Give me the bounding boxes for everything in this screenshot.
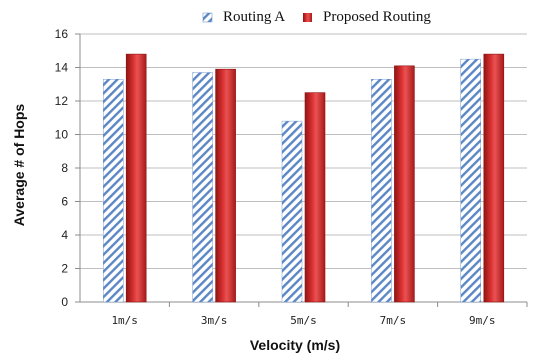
- x-tick-label: 7m/s: [380, 314, 407, 327]
- legend-item-routing-a: Routing A: [202, 9, 285, 25]
- y-tick-label: 10: [55, 128, 69, 142]
- bar-proposed-routing: [394, 65, 415, 303]
- bar-routing-a: [192, 72, 213, 303]
- x-tick-label: 1m/s: [111, 314, 138, 327]
- x-tick-label: 5m/s: [290, 314, 317, 327]
- y-tick-label: 14: [55, 61, 69, 75]
- x-axis-title: Velocity (m/s): [250, 337, 340, 353]
- y-tick-label: 8: [61, 161, 68, 175]
- y-tick-label: 2: [61, 262, 68, 276]
- bar-proposed-routing: [304, 92, 326, 303]
- bar-routing-a: [281, 120, 303, 303]
- y-axis-ticks: 0 2 4 6 8 10 12 14 16: [55, 27, 80, 309]
- legend-swatch-proposed-routing: [303, 13, 312, 22]
- legend-swatch-routing-a: [202, 12, 213, 23]
- bar-proposed-routing: [215, 68, 236, 303]
- bar-routing-a: [460, 58, 481, 303]
- x-axis-ticks: 1m/s 3m/s 5m/s 7m/s 9m/s: [111, 302, 528, 327]
- bar-proposed-routing: [483, 53, 505, 303]
- bars: [102, 53, 505, 303]
- legend-item-proposed-routing: Proposed Routing: [303, 9, 431, 25]
- x-tick-label: 9m/s: [469, 314, 496, 327]
- y-tick-label: 4: [61, 228, 68, 242]
- legend-label-proposed-routing: Proposed Routing: [323, 9, 431, 25]
- y-tick-label: 0: [61, 295, 68, 309]
- y-tick-label: 6: [61, 195, 68, 209]
- y-tick-label: 12: [55, 94, 69, 108]
- gridlines: [79, 33, 527, 303]
- bar-routing-a: [371, 79, 392, 303]
- legend: Routing A Proposed Routing: [202, 9, 431, 25]
- x-tick-label: 3m/s: [201, 314, 228, 327]
- legend-label-routing-a: Routing A: [223, 9, 285, 25]
- bar-routing-a: [102, 79, 124, 303]
- bar-proposed-routing: [125, 53, 147, 303]
- y-tick-label: 16: [55, 27, 69, 41]
- y-axis-title: Average # of Hops: [11, 104, 27, 227]
